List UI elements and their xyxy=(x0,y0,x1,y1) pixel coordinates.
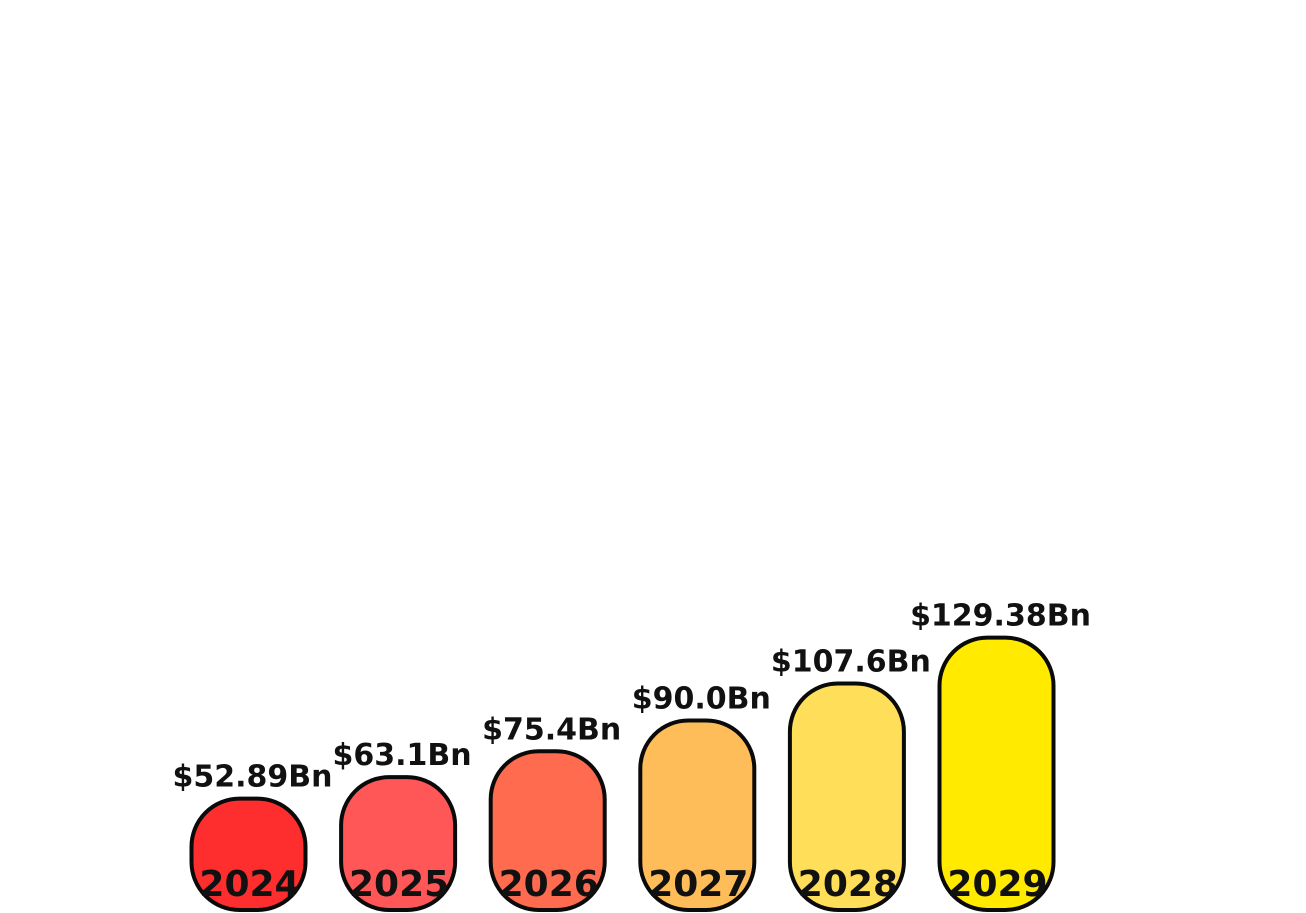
bar-2024 xyxy=(189,796,308,913)
category-label-2025: 2025 xyxy=(349,864,449,905)
value-label-2029: $129.38Bn xyxy=(910,599,1091,634)
bar-2026 xyxy=(488,749,607,913)
category-label-2026: 2026 xyxy=(499,864,599,905)
value-label-2027: $90.0Bn xyxy=(632,682,771,717)
value-label-2024: $52.89Bn xyxy=(173,760,333,795)
category-label-2024: 2024 xyxy=(199,864,299,905)
bar-2029 xyxy=(937,635,1056,912)
category-label-2028: 2028 xyxy=(798,864,898,905)
bar-2025 xyxy=(339,775,458,912)
bar-2027 xyxy=(638,718,757,912)
category-label-2029: 2029 xyxy=(947,864,1047,905)
bars-group xyxy=(189,635,1056,913)
value-label-2028: $107.6Bn xyxy=(771,645,931,680)
category-label-2027: 2027 xyxy=(648,864,748,905)
category-labels-group: 2024 2025 2026 2027 2028 2029 xyxy=(199,864,1047,905)
value-label-2025: $63.1Bn xyxy=(333,738,472,773)
value-labels-group: $52.89Bn$63.1Bn $75.4Bn $90.0Bn$107.6Bn $12… xyxy=(173,599,1091,795)
value-label-2026: $75.4Bn xyxy=(482,712,621,747)
bar-2028 xyxy=(787,681,906,913)
